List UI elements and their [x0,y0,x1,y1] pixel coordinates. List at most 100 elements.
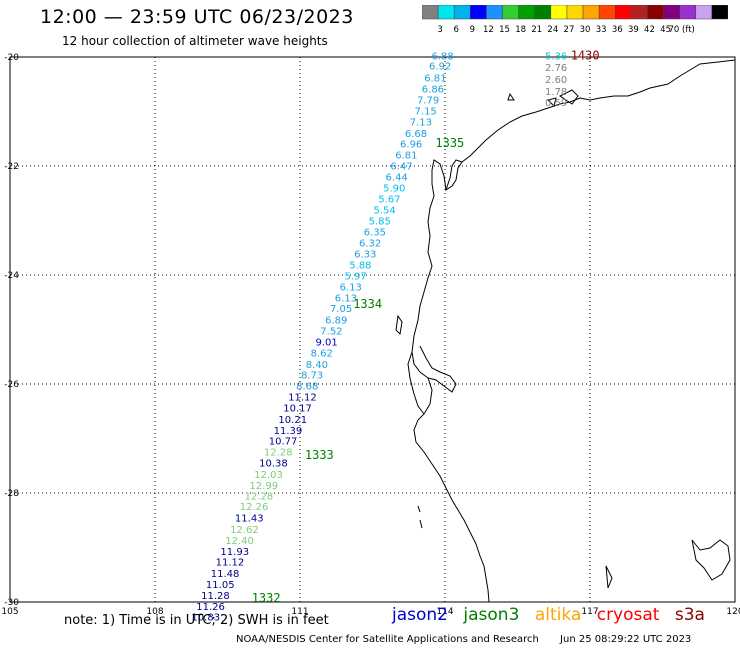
scale-label: 33 [596,25,607,35]
wave-height-value: 10.17 [283,403,312,414]
lon-tick-label: 111 [291,607,308,617]
dirk-hartog-island [395,314,403,336]
australia-coastline [395,59,736,603]
lon-tick-label: 120 [726,607,740,617]
wave-height-value: 6.92 [429,62,451,73]
satellite-jason2: jason2 [392,605,448,625]
wave-height-value: 8.62 [311,348,333,359]
wave-height-value: 7.52 [320,327,342,338]
satellite-legend: jason2 jason3 altika cryosat s3a [392,605,715,625]
wave-height-value: 6.35 [364,227,386,238]
scale-label: 45 [660,25,671,35]
pass-time: 1430 [571,48,600,62]
shark-bay-peninsula [407,345,457,415]
wave-height-value: 12.99 [249,481,278,492]
wave-height-value: 6.68 [405,129,427,140]
scale-label: 12 [483,25,494,35]
wave-height-value: 10.38 [259,458,288,469]
pass-time: 1332 [252,591,281,605]
wave-height-value: 7.79 [417,96,439,107]
wave-height-value: 6.96 [400,140,422,151]
wave-height-value: 12.03 [254,470,283,481]
credit-timestamp: Jun 25 08:29:22 UTC 2023 [560,634,692,645]
lat-tick-label: -30 [4,598,19,608]
wave-height-value: 6.47 [390,161,412,172]
scale-label: 39 [628,25,639,35]
scale-label: 70 (ft) [669,25,695,35]
wave-height-value: 2.60 [545,75,567,86]
dampier-islands [507,89,579,107]
credit-organization: NOAA/NESDIS Center for Satellite Applica… [236,634,539,645]
axis-tick-labels: 105 108 111 114 117 120 -20 -22 -24 -26 -28 -30 [1,53,740,617]
wave-height-value: 2.76 [545,63,567,74]
wave-height-value: 5.67 [378,195,400,206]
wave-height-value: 12.28 [264,448,293,459]
wave-height-value: 5.90 [383,183,405,194]
wave-height-value: 7.13 [410,117,432,128]
wave-height-value: 11.12 [288,393,317,404]
lon-tick-label: 105 [1,607,18,617]
lat-tick-label: -20 [4,53,19,63]
wave-height-value: 5.36 [545,51,567,62]
lat-tick-label: -22 [4,162,19,172]
scale-label: 36 [612,25,623,35]
wave-height-value: 11.28 [201,591,230,602]
scale-label: 24 [547,25,558,35]
lon-tick-label: 117 [581,607,598,617]
scale-label: 21 [531,25,542,35]
wave-height-value: 6.89 [325,316,347,327]
pass-time: 1335 [435,136,464,150]
wave-height-value: 6.81 [395,151,417,162]
units-note: note: 1) Time is in UTC; 2) SWH is in fe… [64,613,329,628]
satellite-s3a: s3a [674,605,705,625]
wave-height-value: 12.28 [245,492,274,503]
scale-swatch [711,5,728,20]
scale-label: 27 [564,25,575,35]
scale-label: 3 [437,25,442,35]
abrolhos-islands [417,505,423,529]
wave-height-value: 6.86 [422,85,444,96]
lon-tick-label: 108 [146,607,163,617]
wave-height-value: 5.97 [344,272,366,283]
wave-height-value: 6.32 [359,238,381,249]
map-frame [9,56,736,603]
scale-label: 42 [644,25,655,35]
satellite-cryosat: cryosat [596,605,660,625]
wave-height-value: 6.44 [386,172,408,183]
wave-height-value: 6.13 [340,282,362,293]
wave-height-value: 6.13 [335,293,357,304]
wave-height-value: 9.01 [315,337,337,348]
wave-height-value: 10.83 [191,613,220,624]
lat-lon-grid [10,57,735,602]
wave-height-value: 8.73 [301,371,323,382]
wave-height-value: 1.78 [545,87,567,98]
lon-tick-label: 114 [436,607,453,617]
wave-height-value: 11.26 [196,602,225,613]
wave-height-value: 5.88 [349,261,371,272]
wave-height-value: 11.48 [211,569,240,580]
scale-label: 18 [515,25,526,35]
pass-time-labels: 1430 1335 1334 1333 1332 [252,48,600,605]
satellite-jason3: jason3 [463,605,520,625]
coastline-main [411,59,736,603]
scale-label: 15 [499,25,510,35]
wave-height-value: 12.62 [230,525,259,536]
wave-height-value: 6.88 [431,51,453,62]
wave-height-value: 11.05 [206,580,235,591]
wave-height-labels: 5.362.762.601.780.596.886.926.816.867.79… [191,51,567,623]
south-coast-fragment [605,539,731,589]
satellite-altika: altika [534,605,582,625]
wave-height-value: 10.21 [278,415,307,426]
wave-height-value: 5.85 [369,217,391,228]
credit-line: NOAA/NESDIS Center for Satellite Applica… [236,634,709,645]
wave-height-value: 6.33 [354,250,376,261]
pass-time: 1334 [353,297,382,311]
wave-height-value: 10.77 [269,437,298,448]
lat-tick-label: -28 [4,489,19,499]
scale-label: 30 [580,25,591,35]
wave-height-value: 11.43 [235,514,264,525]
wave-height-value: 8.40 [306,360,328,371]
wave-height-value: 6.81 [424,74,446,85]
wave-height-value: 12.40 [225,536,254,547]
